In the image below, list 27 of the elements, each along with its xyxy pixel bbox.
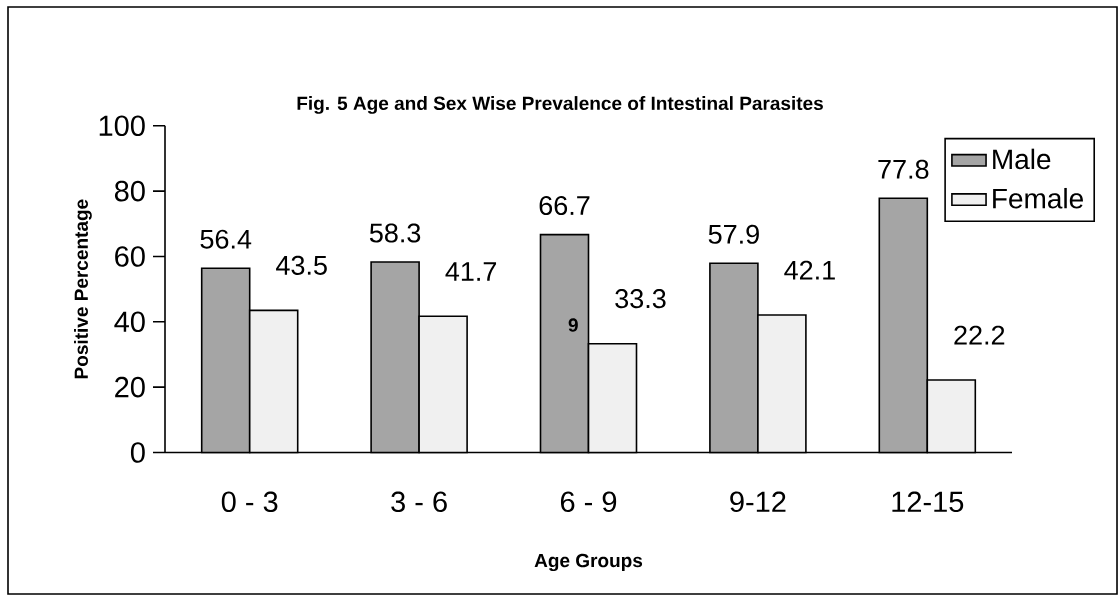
x-tick-label: 12-15 xyxy=(892,491,964,513)
y-tick-label: 100 xyxy=(99,115,145,137)
y-tick-label: 20 xyxy=(115,376,145,398)
data-label: 58.3 xyxy=(369,223,421,243)
data-label: 57.9 xyxy=(708,224,759,244)
y-tick-label: 0 xyxy=(130,442,145,463)
legend-label: Male xyxy=(993,148,1051,170)
data-label: 33.3 xyxy=(615,289,666,309)
data-label: 42.1 xyxy=(784,260,835,280)
x-tick-label: 6 - 9 xyxy=(560,491,617,513)
data-label: 22.2 xyxy=(954,325,1005,345)
x-tick-label: 0 - 3 xyxy=(221,491,278,513)
y-tick-label: 60 xyxy=(115,246,145,267)
x-tick-label: 3 - 6 xyxy=(391,491,447,513)
y-tick-label: 40 xyxy=(114,311,145,333)
annotation: 9 xyxy=(568,318,578,332)
data-label: 56.4 xyxy=(200,229,252,249)
y-tick-label: 80 xyxy=(114,180,145,202)
data-label: 66.7 xyxy=(539,195,590,216)
chart-title: Fig. 5 Age and Sex Wise Prevalence of Intestinal Parasites xyxy=(297,96,823,114)
x-tick-label: 9-12 xyxy=(730,491,786,513)
data-label: 43.5 xyxy=(276,255,327,275)
legend-label: Female xyxy=(993,187,1083,209)
y-axis-title: Positive Percentage xyxy=(74,199,92,379)
x-axis-title: Age Groups xyxy=(534,553,643,572)
data-label: 77.8 xyxy=(878,159,929,179)
data-label: 41.7 xyxy=(445,262,497,281)
